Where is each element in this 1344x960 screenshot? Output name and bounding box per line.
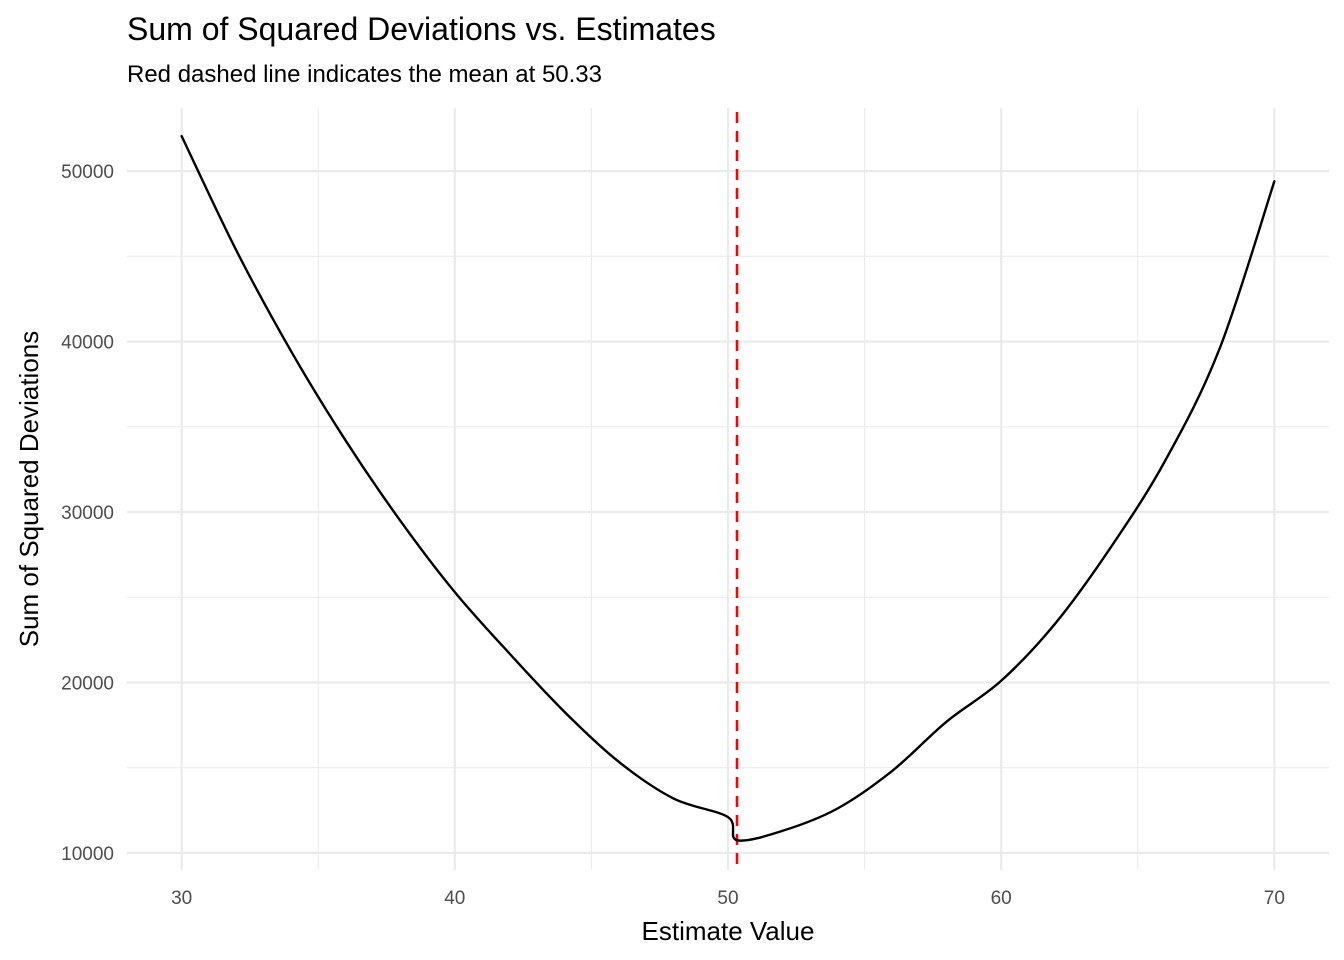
grid-layer <box>127 108 1329 870</box>
series-layer <box>180 134 1276 842</box>
y-axis-title: Sum of Squared Deviations <box>14 331 44 648</box>
x-tick-label: 60 <box>991 888 1012 909</box>
tick-label-layer: 30 40 50 60 70 10000 20000 30000 40000 50000 <box>61 162 1285 909</box>
y-tick-label: 30000 <box>61 503 114 524</box>
y-tick-label: 20000 <box>61 673 114 694</box>
x-tick-label: 30 <box>171 888 192 909</box>
y-tick-label: 40000 <box>61 333 114 354</box>
chart-title: Sum of Squared Deviations vs. Estimates <box>127 11 716 47</box>
y-tick-label: 10000 <box>61 844 114 865</box>
x-tick-label: 40 <box>444 888 465 909</box>
chart-subtitle: Red dashed line indicates the mean at 50… <box>127 61 602 88</box>
x-tick-label: 50 <box>717 888 738 909</box>
series-line-0 <box>180 134 1276 842</box>
y-tick-label: 50000 <box>61 162 114 183</box>
x-tick-label: 70 <box>1264 888 1285 909</box>
x-axis-title: Estimate Value <box>642 916 815 946</box>
